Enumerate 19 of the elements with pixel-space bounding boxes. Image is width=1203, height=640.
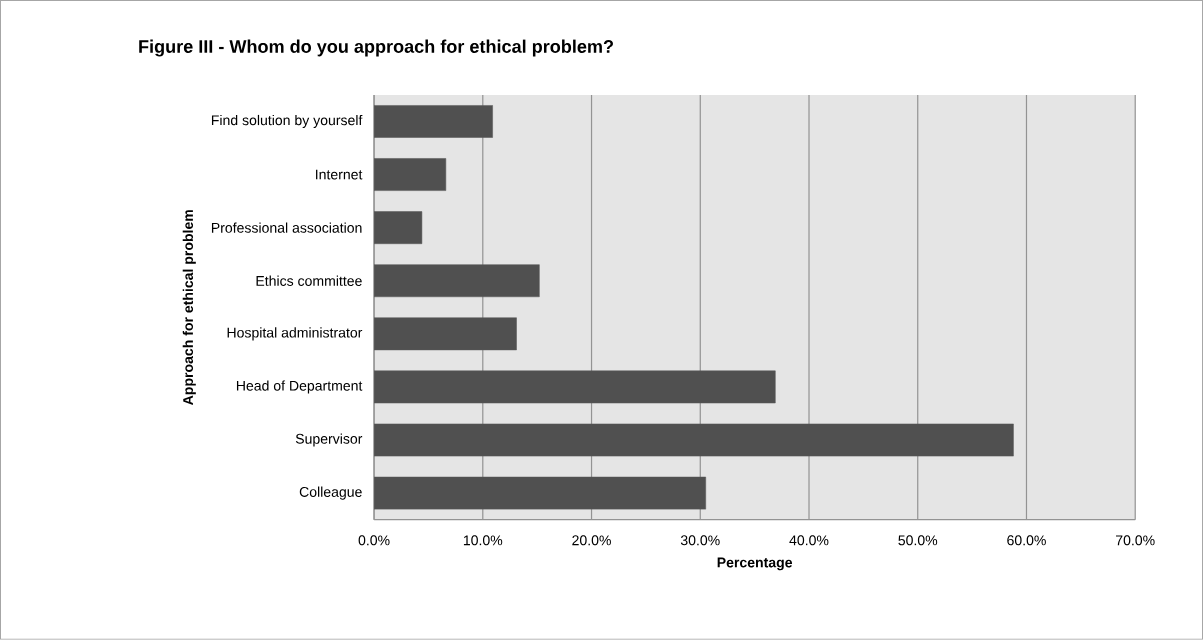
- x-tick-label: 20.0%: [572, 535, 611, 546]
- x-axis-title: Percentage: [717, 557, 793, 571]
- x-tick-label: 60.0%: [1007, 535, 1046, 546]
- y-tick-label: Ethics committee: [256, 275, 362, 287]
- y-tick-label: Supervisor: [295, 433, 363, 447]
- x-tick-label: 70.0%: [1116, 535, 1155, 546]
- y-tick-label: Find solution by yourself: [211, 115, 363, 129]
- y-tick-label: Hospital administrator: [227, 327, 363, 341]
- x-tick-label: 30.0%: [680, 535, 720, 546]
- y-tick-label: Colleague: [299, 486, 362, 500]
- x-tick-label: 40.0%: [789, 535, 829, 546]
- y-axis-title: Approach for ethical problem: [182, 210, 196, 406]
- chart-title: Figure III - Whom do you approach for ethical problem?: [139, 39, 613, 57]
- y-tick-label: Internet: [316, 169, 363, 180]
- x-tick-label: 50.0%: [898, 535, 938, 546]
- x-tick-label: 10.0%: [463, 535, 503, 546]
- x-tick-label: 0.0%: [358, 535, 390, 546]
- y-tick-label: Professional association: [211, 222, 362, 233]
- y-tick-label: Head of Department: [236, 380, 363, 394]
